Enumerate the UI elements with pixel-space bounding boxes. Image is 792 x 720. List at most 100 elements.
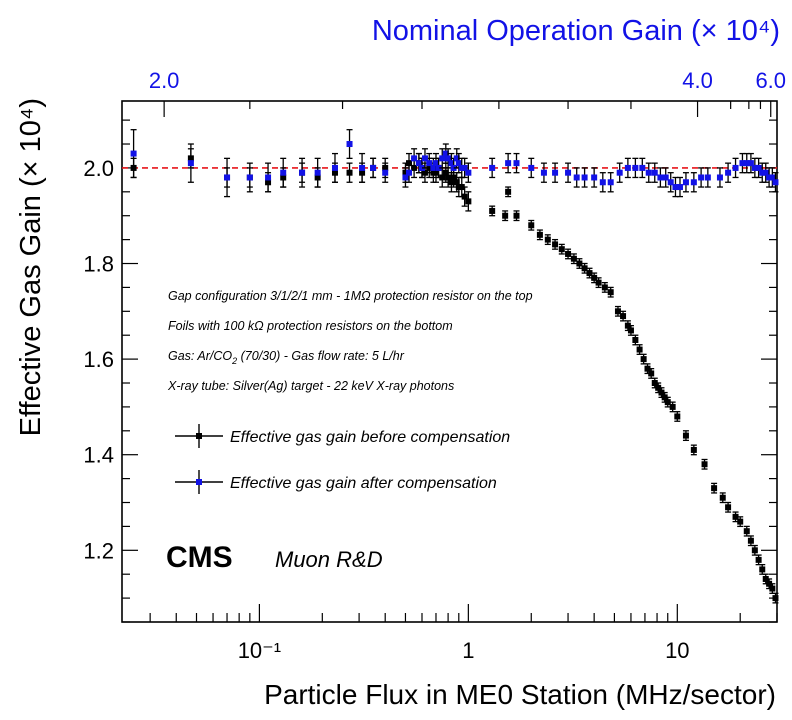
marker — [662, 174, 669, 181]
annotation-gas: Gas: Ar/CO2 (70/30) - Gas flow rate: 5 L… — [168, 349, 405, 366]
data-point — [406, 162, 413, 183]
marker — [591, 274, 598, 281]
marker — [632, 336, 639, 343]
plot-frame — [121, 100, 778, 623]
data-point — [755, 157, 762, 179]
data-point — [632, 157, 639, 179]
marker — [648, 370, 655, 377]
data-point — [682, 172, 689, 193]
marker — [430, 164, 437, 171]
data-point — [737, 516, 744, 528]
marker — [565, 250, 572, 257]
data-point — [565, 162, 572, 183]
marker — [676, 184, 683, 191]
marker — [552, 169, 559, 176]
data-point — [725, 501, 732, 513]
top-tick-label: 2.0 — [149, 68, 180, 93]
data-point — [505, 186, 512, 198]
marker — [442, 169, 449, 176]
marker — [664, 399, 671, 406]
data-point — [655, 382, 662, 394]
marker — [639, 164, 646, 171]
marker — [682, 432, 689, 439]
data-point — [426, 152, 433, 174]
marker — [747, 160, 754, 167]
y-tick-label: 1.8 — [83, 252, 114, 277]
marker — [755, 556, 762, 563]
data-point — [607, 172, 614, 193]
marker — [573, 174, 580, 181]
marker — [743, 160, 750, 167]
marker — [513, 212, 520, 219]
marker — [762, 575, 769, 582]
data-point — [772, 592, 779, 604]
data-point — [513, 210, 520, 222]
data-point — [502, 210, 509, 222]
marker — [465, 198, 472, 205]
marker — [640, 356, 647, 363]
data-point — [513, 152, 520, 174]
data-point — [676, 176, 683, 198]
annotation-xray: X-ray tube: Silver(Ag) target - 22 keV X… — [167, 379, 454, 393]
marker — [725, 504, 732, 511]
data-point — [732, 157, 739, 179]
data-point — [130, 129, 137, 179]
marker — [528, 222, 535, 229]
data-point — [601, 281, 608, 293]
marker — [402, 174, 409, 181]
marker — [644, 365, 651, 372]
data-point — [576, 258, 583, 269]
marker — [432, 160, 439, 167]
data-point — [445, 148, 452, 169]
marker — [725, 169, 732, 176]
marker — [540, 169, 547, 176]
marker — [636, 346, 643, 353]
marker — [461, 164, 468, 171]
data-point — [624, 157, 631, 179]
annotation-gas-suffix: (70/30) - Gas flow rate: 5 L/hr — [237, 349, 405, 363]
data-point — [552, 238, 559, 250]
data-point — [415, 152, 422, 174]
legend-label-after: Effective gas gain after compensation — [230, 475, 497, 492]
marker — [732, 164, 739, 171]
legend-label-before: Effective gas gain before compensation — [230, 429, 510, 446]
data-point — [314, 157, 321, 188]
marker — [465, 169, 472, 176]
tick-labels-group: 1.2 1.4 1.6 1.8 2.0 10⁻¹ 1 10 2.0 4.0 6.0 — [83, 68, 786, 663]
marker — [439, 155, 446, 162]
marker — [599, 179, 606, 186]
data-point — [439, 148, 446, 169]
marker — [719, 494, 726, 501]
data-point — [591, 167, 598, 188]
data-point — [465, 191, 472, 212]
data-point — [658, 387, 665, 398]
marker — [448, 160, 455, 167]
marker — [772, 595, 779, 602]
marker — [489, 207, 496, 214]
marker — [769, 585, 776, 592]
marker — [187, 160, 194, 167]
data-point — [421, 148, 428, 169]
marker — [406, 169, 413, 176]
marker — [382, 169, 389, 176]
data-point — [701, 458, 708, 470]
marker — [669, 403, 676, 410]
marker — [672, 184, 679, 191]
data-point — [725, 162, 732, 183]
data-point — [636, 344, 643, 355]
marker — [346, 141, 353, 148]
data-point — [299, 157, 306, 188]
data-point — [690, 172, 697, 193]
marker — [667, 179, 674, 186]
top-axis-title: Nominal Operation Gain (× 10⁴) — [372, 15, 780, 47]
marker — [591, 174, 598, 181]
marker — [751, 164, 758, 171]
data-point — [544, 234, 551, 246]
data-point — [607, 286, 614, 298]
marker — [614, 308, 621, 315]
marker — [658, 389, 665, 396]
data-point — [402, 167, 409, 188]
x-tick-label: 1 — [462, 638, 474, 663]
marker — [453, 179, 460, 186]
